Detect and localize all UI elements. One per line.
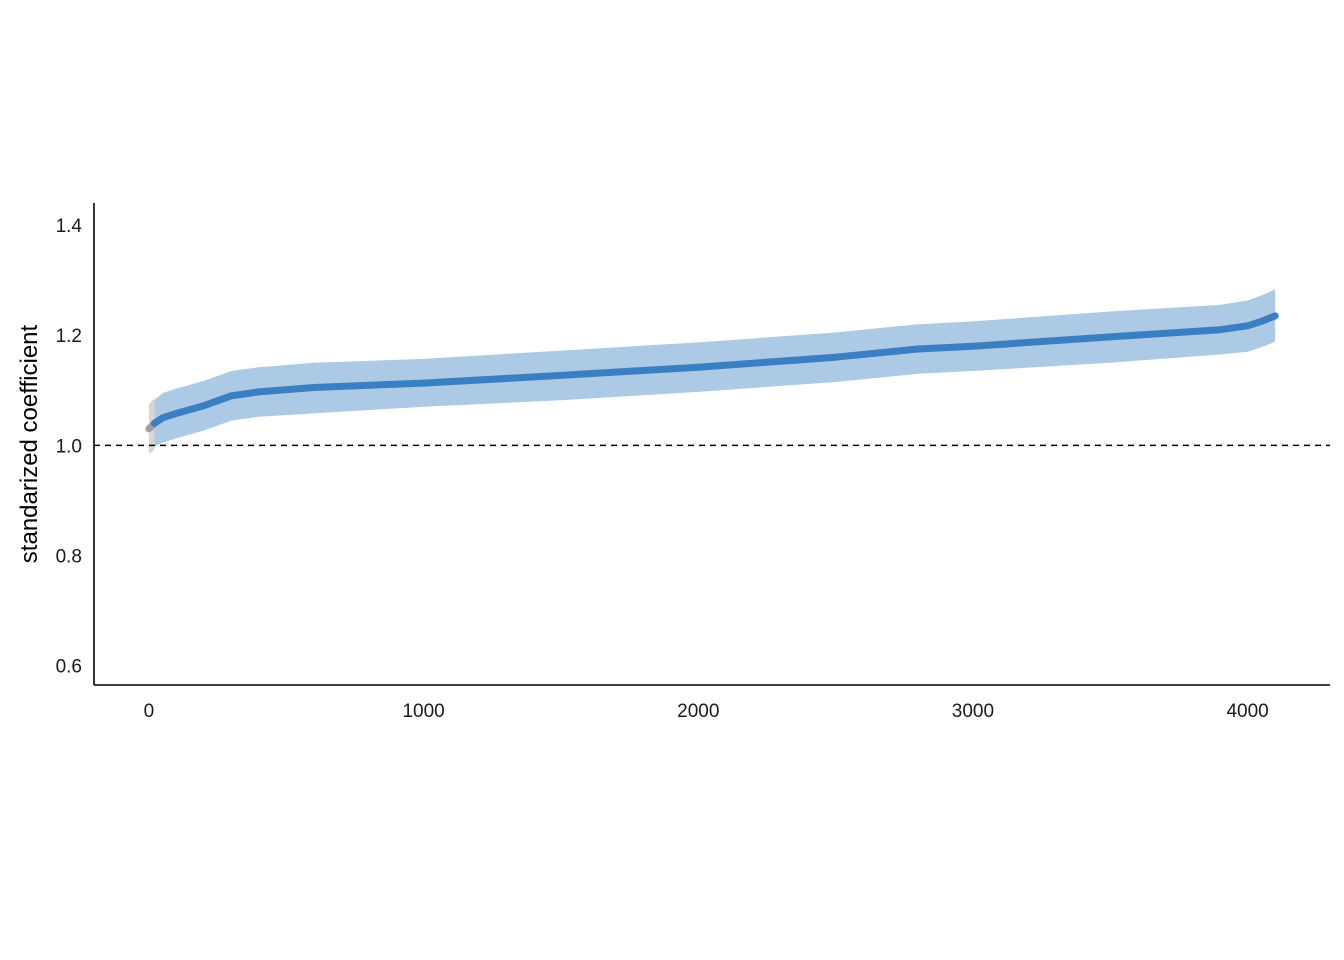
y-tick-label: 0.8 <box>56 547 82 568</box>
x-tick-label: 0 <box>144 701 155 722</box>
x-tick-label: 2000 <box>677 701 719 722</box>
y-tick-label: 1.2 <box>56 326 82 347</box>
axes <box>93 203 1330 686</box>
y-tick-label: 1.0 <box>56 436 82 457</box>
confidence-bands <box>148 289 1276 454</box>
x-tick-label: 3000 <box>952 701 994 722</box>
x-tick-label: 1000 <box>402 701 444 722</box>
y-axis-title: standarized coefficient <box>16 324 43 563</box>
x-tick-label: 4000 <box>1226 701 1268 722</box>
x-tick-labels: 0 1000 2000 3000 4000 <box>144 701 1269 722</box>
y-tick-label: 0.6 <box>56 657 82 678</box>
series-lines <box>145 312 1279 433</box>
y-tick-labels: 0.6 0.8 1.0 1.2 1.4 <box>56 216 83 678</box>
y-tick-label: 1.4 <box>56 216 83 237</box>
series-line-significant <box>150 312 1279 427</box>
